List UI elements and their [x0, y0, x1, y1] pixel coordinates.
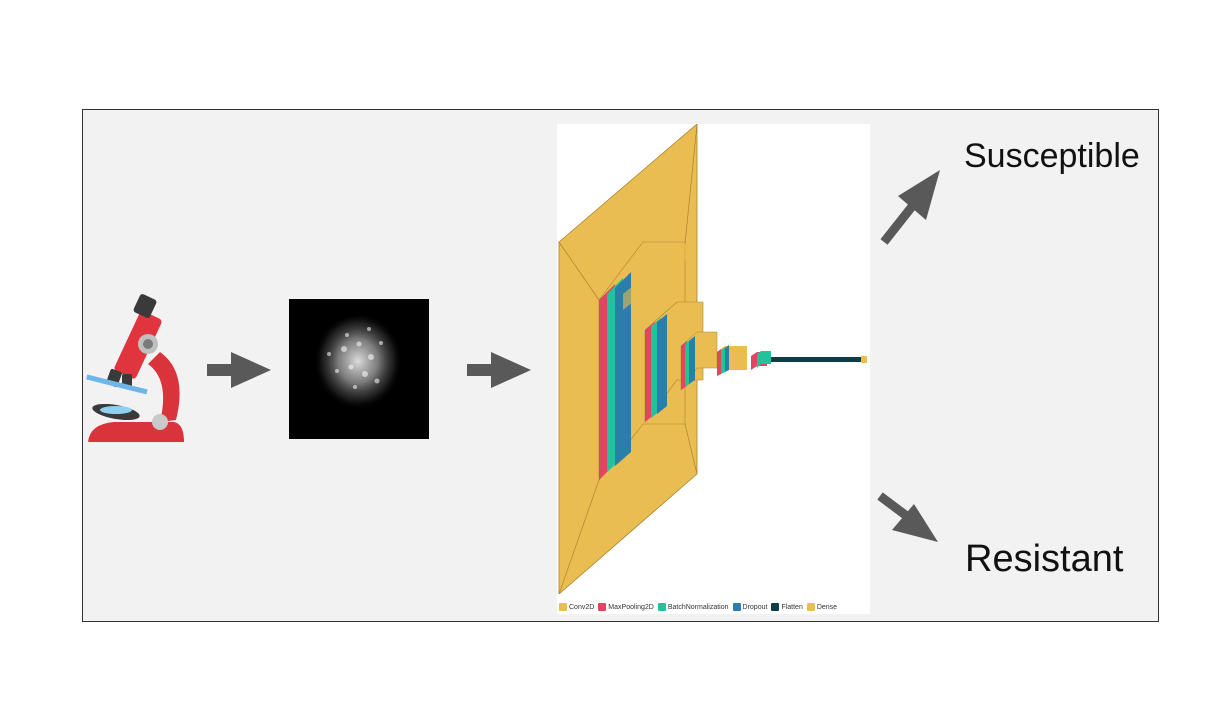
cnn-architecture-diagram: Conv2D MaxPooling2D BatchNormalization D…	[557, 123, 870, 614]
legend-item-dropout: Dropout	[732, 603, 767, 611]
down-right-arrow-icon	[876, 490, 942, 546]
output-label-resistant: Resistant	[965, 538, 1124, 580]
legend-item-conv2d: Conv2D	[559, 603, 594, 611]
cnn-legend: Conv2D MaxPooling2D BatchNormalization D…	[559, 603, 837, 611]
legend-item-batchnormalization: BatchNormalization	[657, 603, 729, 611]
output-label-susceptible: Susceptible	[964, 137, 1140, 175]
up-right-arrow-icon	[878, 166, 944, 246]
legend-item-dense: Dense	[806, 603, 837, 611]
legend-item-maxpooling2d: MaxPooling2D	[598, 603, 654, 611]
microscope-icon	[84, 292, 190, 444]
legend-item-flatten: Flatten	[771, 603, 803, 611]
right-arrow-icon	[465, 350, 535, 390]
right-arrow-icon	[205, 350, 275, 390]
cell-microscopy-image	[289, 299, 429, 439]
